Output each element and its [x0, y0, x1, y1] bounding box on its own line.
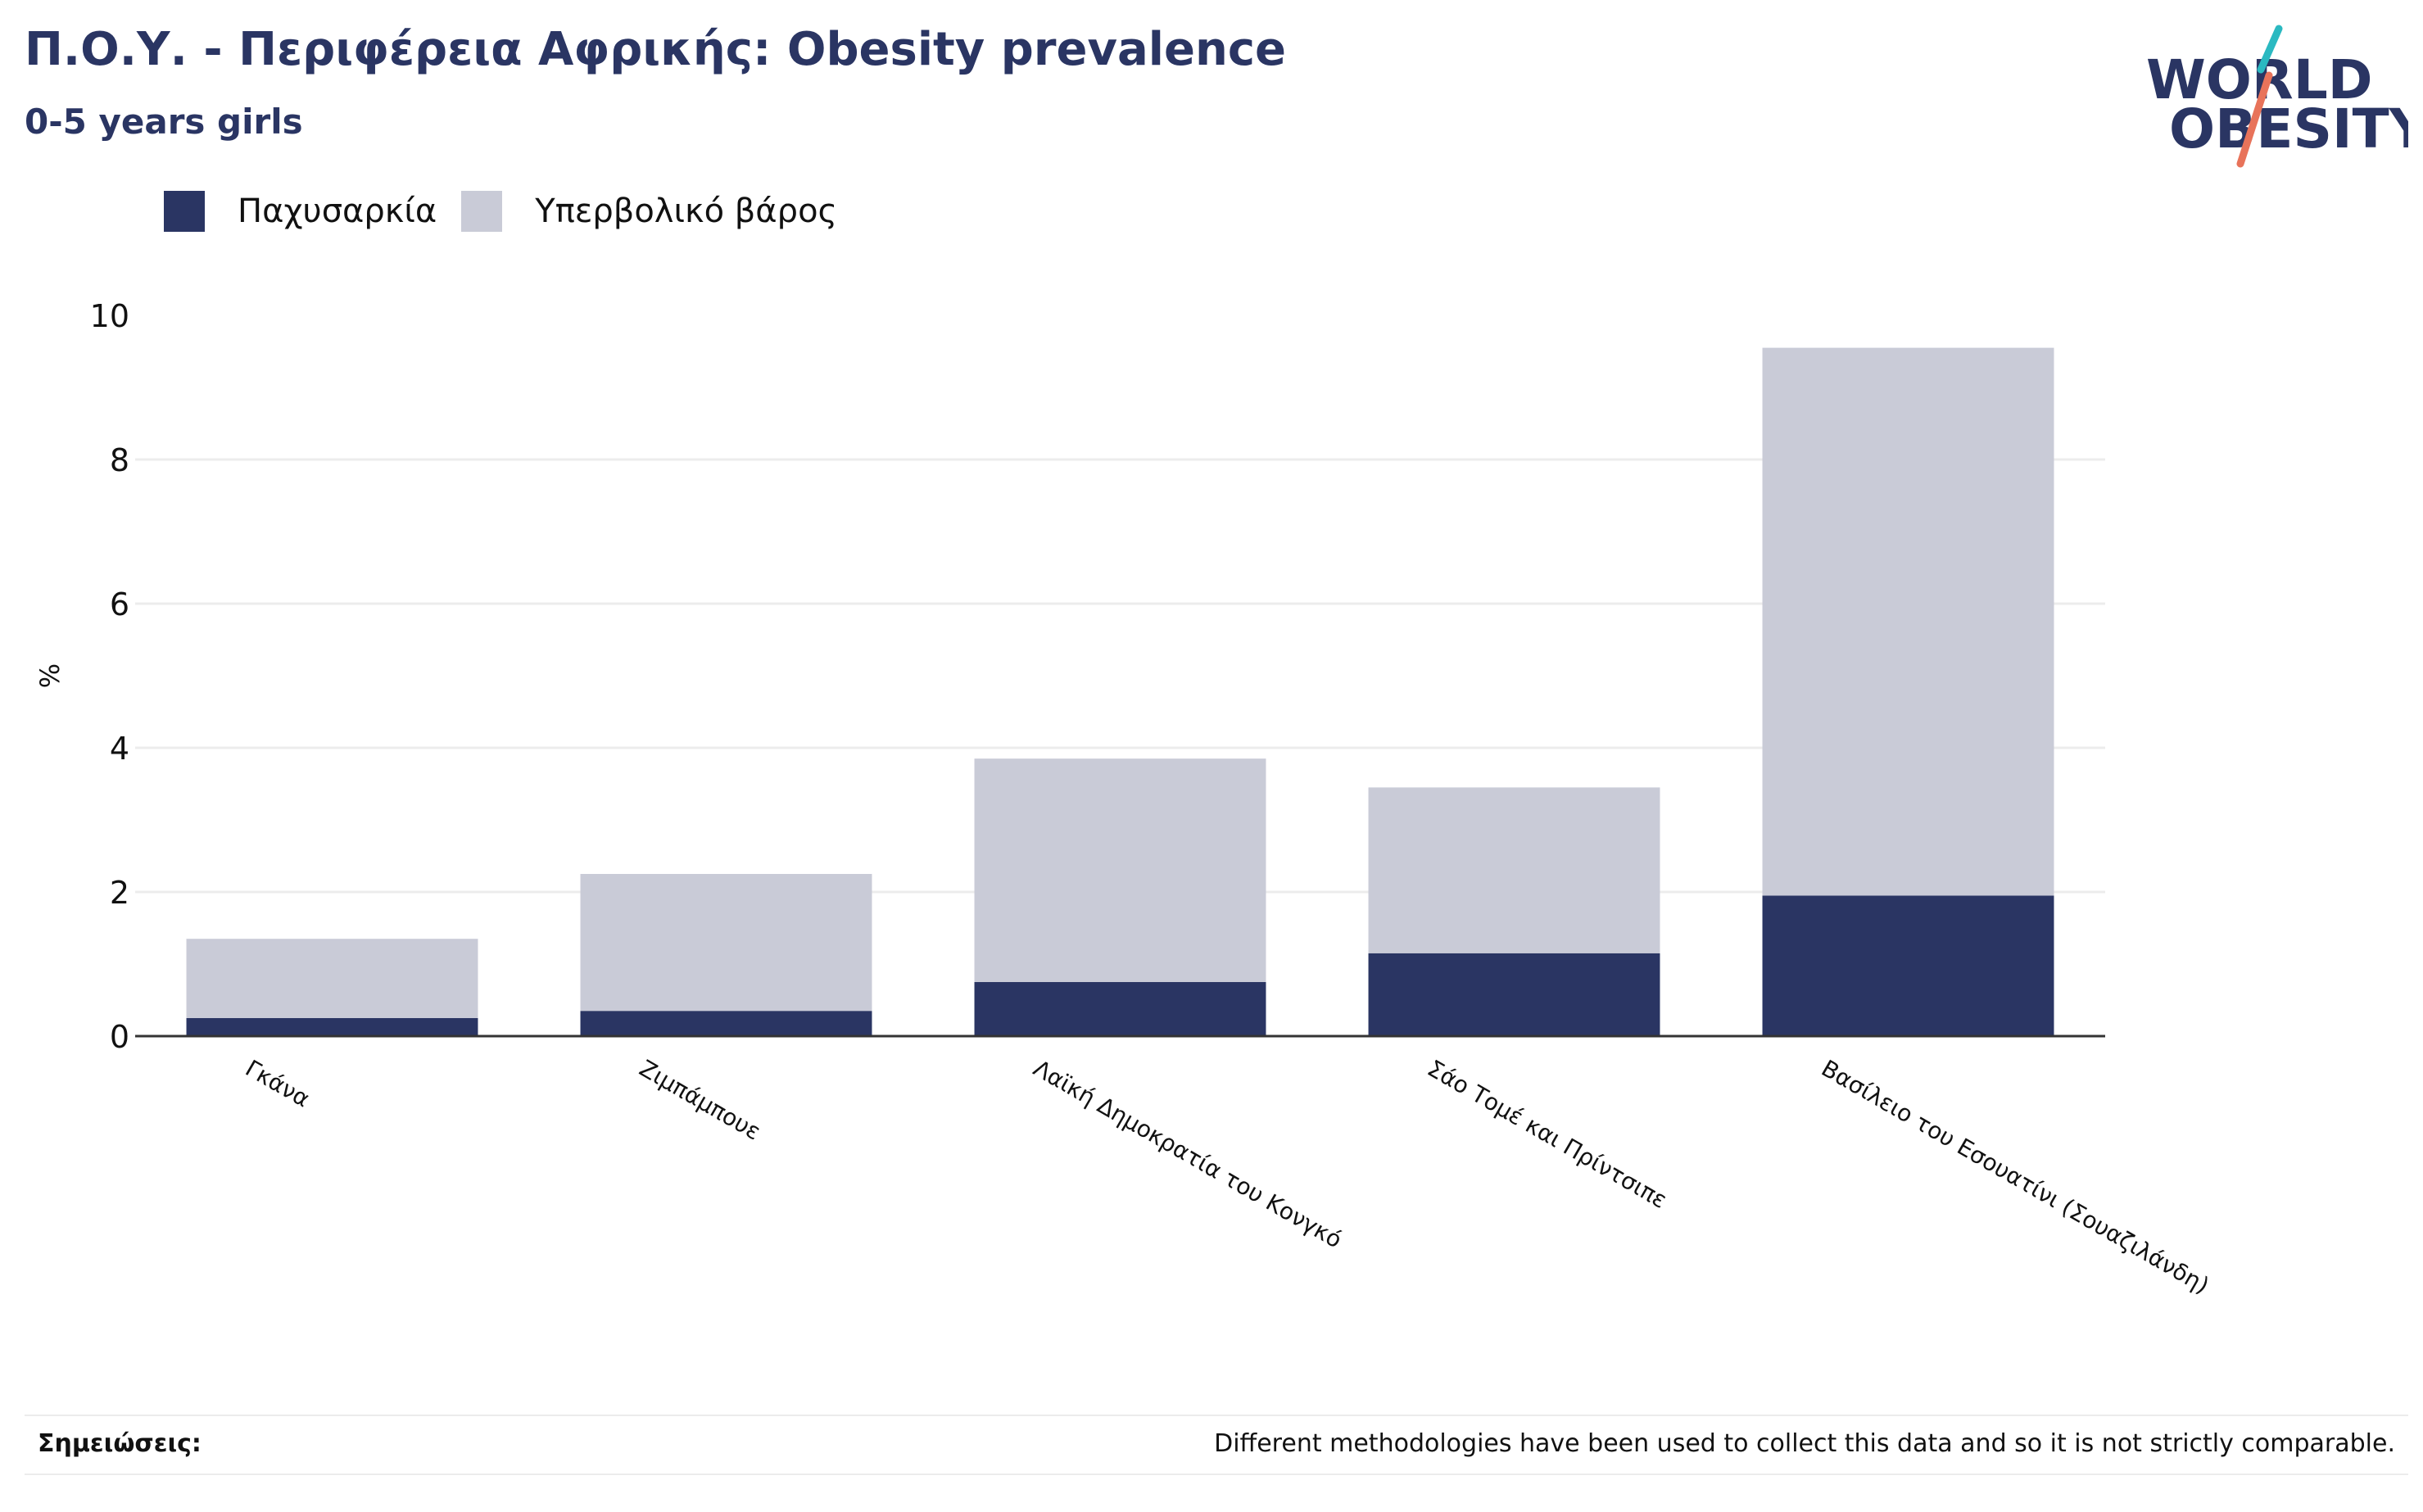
notes-footer: Σημειώσεις: Different methodologies have…	[25, 1415, 2408, 1475]
y-tick-label: 10	[90, 298, 129, 334]
legend-swatch-overweight	[461, 191, 503, 232]
x-tick-label: Σάο Τομέ και Πρίντσιπε	[1423, 1054, 1672, 1213]
bar-obesity-2[interactable]	[974, 982, 1266, 1036]
y-tick-label: 0	[110, 1019, 129, 1055]
chart-legend: Παχυσαρκία Υπερβολικό βάρος	[164, 188, 862, 234]
legend-label-obesity: Παχυσαρκία	[238, 192, 437, 230]
legend-item-overweight[interactable]: Υπερβολικό βάρος	[461, 191, 837, 232]
bar-obesity-3[interactable]	[1368, 953, 1660, 1036]
x-tick-label: Ζιμπάμπουε	[635, 1054, 765, 1145]
bars	[186, 347, 2054, 1036]
bar-overweight-3[interactable]	[1368, 787, 1660, 953]
y-tick-label: 4	[110, 731, 129, 767]
bar-obesity-0[interactable]	[186, 1018, 478, 1036]
legend-item-obesity[interactable]: Παχυσαρκία	[164, 191, 437, 232]
logo-teal-slash	[2257, 25, 2283, 74]
bar-obesity-4[interactable]	[1762, 895, 2054, 1036]
bar-chart: 0 2 4 6 8 10 Γκάνα Ζιμπάμπουε Λαϊκή Δημοκρατία …	[34, 298, 2213, 1299]
bar-overweight-1[interactable]	[580, 874, 872, 1012]
y-tick-label: 8	[110, 442, 129, 478]
notes-label: Σημειώσεις:	[38, 1429, 202, 1458]
x-tick-label: Βασίλειο του Εσουατίνι (Σουαζιλάνδη)	[1817, 1054, 2213, 1299]
y-axis-ticks: 0 2 4 6 8 10	[90, 298, 129, 1055]
notes-text: Different methodologies have been used t…	[1214, 1429, 2395, 1458]
chart-title: Π.Ο.Υ. - Περιφέρεια Αφρικής: Obesity pre…	[25, 23, 1286, 76]
bar-obesity-1[interactable]	[580, 1011, 872, 1036]
bar-overweight-2[interactable]	[974, 758, 1266, 982]
chart-subtitle: 0-5 years girls	[25, 102, 303, 142]
y-tick-label: 6	[110, 586, 129, 622]
logo-text-obesity: OBESITY	[2169, 97, 2408, 161]
world-obesity-logo: WORLD OBESITY	[2146, 25, 2408, 168]
bar-overweight-4[interactable]	[1762, 347, 2054, 896]
y-axis-label: %	[34, 663, 66, 688]
logo-coral-slash	[2236, 71, 2273, 168]
x-tick-label: Λαϊκή Δημοκρατία του Κονγκό	[1029, 1054, 1347, 1253]
x-axis-labels: Γκάνα Ζιμπάμπουε Λαϊκή Δημοκρατία του Κονγ…	[241, 1054, 2213, 1299]
x-tick-label: Γκάνα	[241, 1054, 315, 1112]
bar-overweight-0[interactable]	[186, 939, 478, 1018]
y-tick-label: 2	[110, 875, 129, 911]
legend-swatch-obesity	[164, 191, 205, 232]
legend-label-overweight: Υπερβολικό βάρος	[535, 192, 838, 230]
